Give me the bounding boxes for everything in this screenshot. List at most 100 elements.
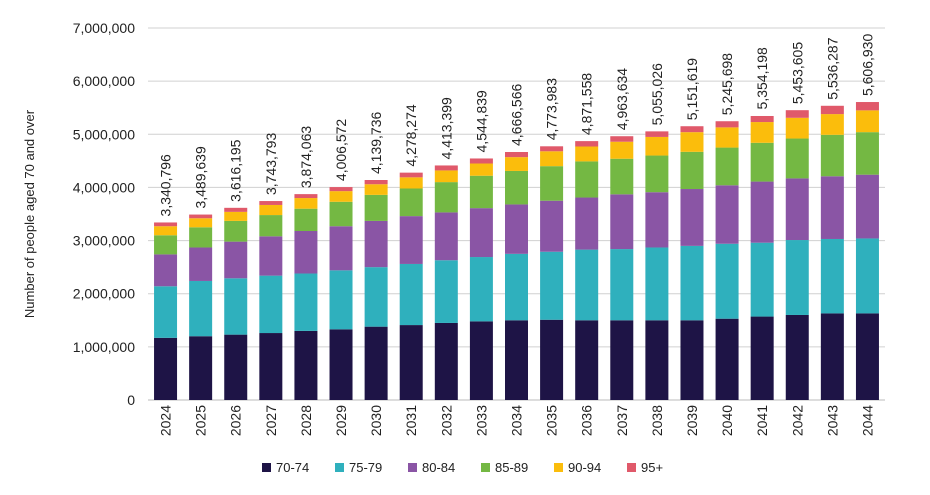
bar-segment-85-89 (855, 132, 879, 175)
total-label: 5,354,198 (754, 47, 770, 109)
y-tick-label: 1,000,000 (73, 339, 135, 355)
bar-segment-75-79 (750, 242, 774, 317)
bar-segment-80-84 (750, 181, 774, 243)
bar-segment-95+ (715, 121, 739, 128)
bar-segment-70-74 (540, 319, 564, 400)
bar-segment-95+ (154, 222, 178, 227)
bar-segment-90-94 (645, 136, 669, 156)
bar-segment-85-89 (505, 170, 528, 205)
bar-segment-85-89 (294, 208, 318, 232)
x-tick-label: 2043 (824, 405, 840, 436)
bar-segment-95+ (575, 141, 599, 147)
bar-segment-90-94 (469, 163, 493, 176)
bar-segment-90-94 (364, 184, 388, 195)
bar-segment-75-79 (189, 280, 213, 337)
bar-segment-70-74 (364, 326, 388, 400)
bar-segment-75-79 (540, 251, 564, 320)
bar-segment-90-94 (540, 151, 564, 167)
bar-segment-95+ (259, 201, 283, 205)
total-labels: 3,340,796 3,489,639 3,616,195 3,743,793 3,87… (158, 34, 876, 217)
legend-label: 80-84 (422, 460, 455, 475)
y-tick-label: 6,000,000 (73, 73, 135, 89)
bar-segment-70-74 (329, 329, 353, 400)
legend-swatch (627, 463, 636, 472)
x-tick-label: 2026 (228, 405, 244, 436)
bar-segment-70-74 (680, 320, 704, 400)
legend-item: 95+ (627, 460, 663, 475)
legend-item: 80-84 (408, 460, 455, 475)
legend-label: 75-79 (349, 460, 382, 475)
bar-segment-80-84 (364, 220, 388, 268)
bar-segment-75-79 (715, 243, 739, 319)
total-label: 4,278,274 (403, 104, 419, 166)
bar-segment-70-74 (750, 316, 774, 400)
bar-segment-80-84 (680, 189, 704, 246)
bar-segment-70-74 (575, 320, 599, 400)
bar-segment-90-94 (680, 132, 704, 152)
bar-segment-95+ (680, 126, 704, 133)
bar-segment-70-74 (820, 313, 844, 400)
x-tick-label: 2039 (684, 405, 700, 436)
bar-segment-95+ (294, 194, 318, 199)
x-tick-label: 2038 (649, 405, 665, 436)
total-label: 4,871,558 (579, 73, 595, 135)
bar-segment-95+ (364, 180, 388, 185)
legend: 70-74 75-79 80-84 85-89 90-94 95+ (262, 460, 663, 475)
bar-segment-80-84 (820, 176, 844, 239)
bar-segment-70-74 (610, 320, 634, 400)
bar-segment-90-94 (575, 146, 599, 162)
bar-segment-90-94 (855, 110, 879, 133)
bar-segment-80-84 (785, 178, 809, 241)
bar-segment-70-74 (434, 322, 458, 400)
bar-segment-95+ (434, 165, 458, 171)
y-tick-label: 0 (127, 392, 135, 408)
x-tick-label: 2030 (368, 405, 384, 436)
x-tick-label: 2042 (789, 405, 805, 436)
bar-segment-85-89 (189, 227, 213, 248)
bar-segment-70-74 (294, 330, 318, 400)
bar-segment-75-79 (855, 238, 879, 314)
bar-segment-70-74 (154, 337, 178, 400)
total-label: 3,489,639 (193, 146, 209, 208)
bar-segment-85-89 (715, 147, 739, 186)
y-tick-label: 7,000,000 (73, 20, 135, 36)
total-label: 4,139,736 (368, 112, 384, 174)
legend-swatch (262, 463, 271, 472)
bar-segment-75-79 (364, 267, 388, 327)
bar-segment-95+ (505, 152, 528, 158)
bar-segment-75-79 (505, 253, 528, 321)
bar-segment-80-84 (224, 241, 248, 279)
total-label: 5,245,698 (719, 53, 735, 115)
x-tick-label: 2037 (614, 405, 630, 436)
bar-segment-85-89 (469, 175, 493, 209)
legend-item: 90-94 (554, 460, 601, 475)
legend-item: 70-74 (262, 460, 309, 475)
bar-segment-95+ (855, 102, 879, 111)
bar-segment-80-84 (329, 226, 353, 271)
bar-segment-80-84 (610, 194, 634, 250)
x-tick-label: 2027 (263, 405, 279, 436)
bar-segment-85-89 (434, 182, 458, 213)
bar-segment-80-84 (189, 247, 213, 281)
bar-segment-80-84 (469, 208, 493, 258)
total-label: 4,963,634 (614, 68, 630, 130)
y-tick-label: 4,000,000 (73, 179, 135, 195)
bar-segment-95+ (540, 146, 564, 152)
total-label: 5,536,287 (824, 37, 840, 99)
bar-segment-80-84 (575, 197, 599, 250)
bar-segment-90-94 (399, 177, 423, 189)
bar-segment-90-94 (259, 204, 283, 216)
y-axis-label: Number of people aged 70 and over (22, 109, 37, 318)
bar-segment-85-89 (399, 188, 423, 217)
bar-segment-75-79 (680, 245, 704, 321)
bar-segment-90-94 (329, 191, 353, 202)
x-tick-label: 2029 (333, 405, 349, 436)
bar-segment-90-94 (750, 122, 774, 143)
legend-label: 85-89 (495, 460, 528, 475)
bar-segment-70-74 (855, 313, 879, 400)
bar-segment-85-89 (540, 166, 564, 201)
bar-segment-85-89 (224, 220, 248, 242)
bar-segment-95+ (399, 172, 423, 178)
bar-segment-90-94 (610, 141, 634, 159)
